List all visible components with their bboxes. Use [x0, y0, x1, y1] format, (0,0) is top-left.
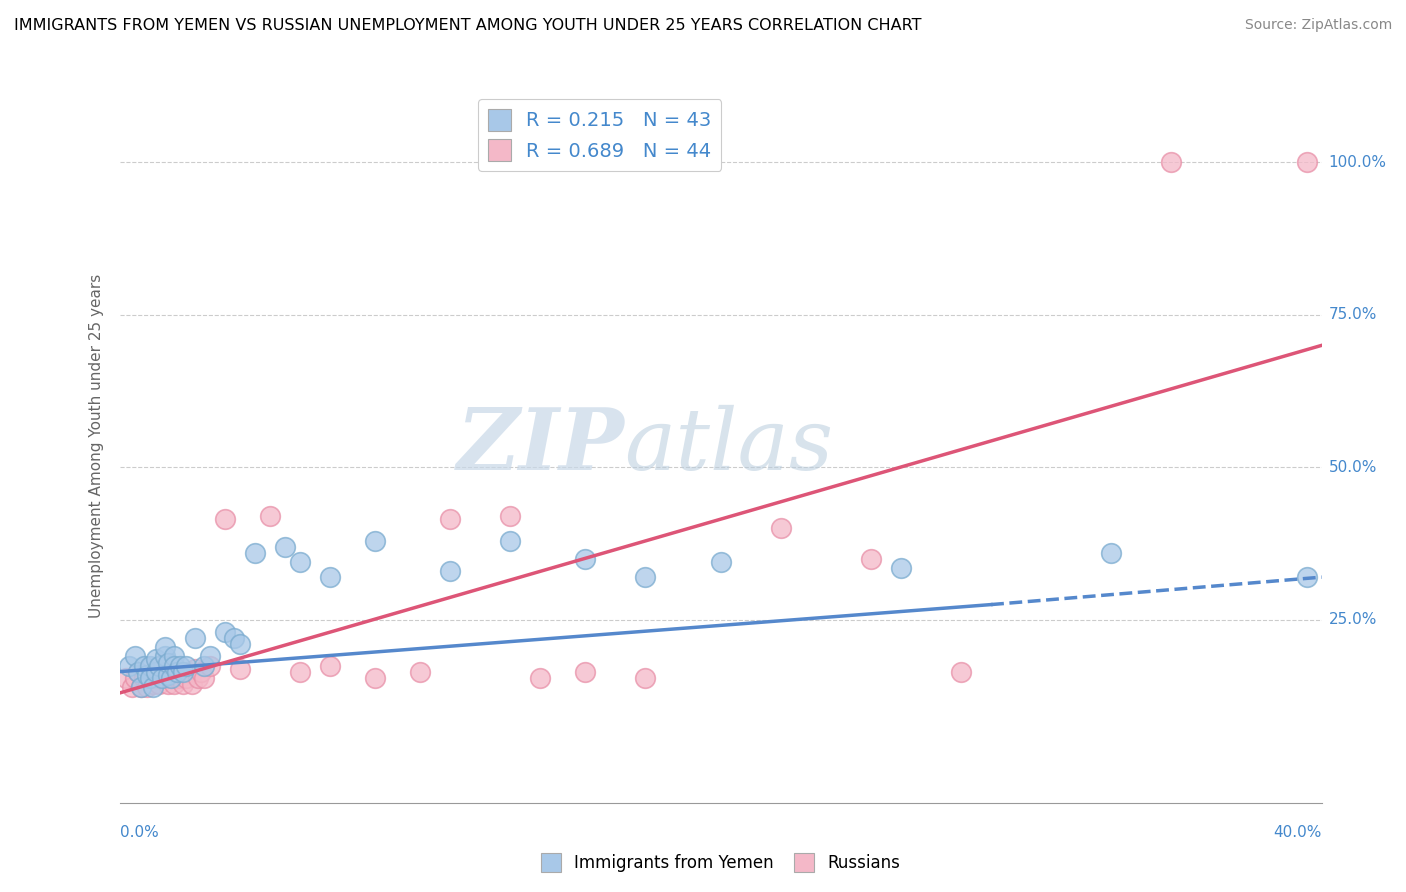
Point: [259, 509, 281, 524]
Point: [166, 665, 188, 679]
Point: [135, 667, 157, 681]
Point: [174, 671, 197, 685]
Point: [162, 677, 184, 691]
Point: [124, 671, 146, 685]
Point: [162, 649, 184, 664]
Point: [153, 665, 176, 679]
Text: 75.0%: 75.0%: [1329, 308, 1376, 322]
Point: [364, 671, 387, 685]
Point: [169, 671, 191, 685]
Point: [198, 658, 221, 673]
Point: [183, 662, 205, 676]
Point: [156, 667, 179, 681]
Point: [529, 671, 551, 685]
Point: [117, 658, 139, 673]
Point: [166, 671, 188, 685]
Point: [198, 649, 221, 664]
Point: [129, 680, 152, 694]
Point: [172, 677, 194, 691]
Point: [132, 658, 155, 673]
Point: [193, 658, 215, 673]
Point: [127, 665, 149, 679]
Point: [174, 658, 197, 673]
Point: [145, 652, 167, 666]
Point: [180, 677, 202, 691]
Point: [288, 665, 311, 679]
Point: [409, 665, 432, 679]
Point: [1099, 546, 1122, 560]
Point: [148, 677, 170, 691]
Point: [148, 658, 170, 673]
Point: [193, 671, 215, 685]
Point: [709, 555, 731, 569]
Text: 50.0%: 50.0%: [1329, 460, 1376, 475]
Point: [187, 671, 209, 685]
Point: [145, 671, 167, 685]
Point: [150, 671, 173, 685]
Point: [153, 640, 176, 655]
Point: [288, 555, 311, 569]
Point: [222, 631, 245, 645]
Y-axis label: Unemployment Among Youth under 25 years: Unemployment Among Youth under 25 years: [89, 274, 104, 618]
Point: [183, 631, 205, 645]
Point: [769, 521, 792, 535]
Point: [138, 671, 160, 685]
Point: [142, 680, 165, 694]
Point: [634, 570, 657, 584]
Point: [439, 512, 461, 526]
Point: [177, 665, 200, 679]
Text: Source: ZipAtlas.com: Source: ZipAtlas.com: [1244, 18, 1392, 32]
Point: [162, 658, 184, 673]
Point: [156, 656, 179, 670]
Point: [1295, 570, 1317, 584]
Point: [135, 680, 157, 694]
Point: [319, 658, 342, 673]
Point: [574, 665, 596, 679]
Point: [190, 665, 212, 679]
Point: [159, 671, 181, 685]
Point: [499, 509, 522, 524]
Text: 0.0%: 0.0%: [120, 825, 159, 840]
Point: [950, 665, 973, 679]
Point: [114, 671, 136, 685]
Point: [364, 533, 387, 548]
Text: ZIP: ZIP: [457, 404, 624, 488]
Point: [1295, 155, 1317, 169]
Point: [172, 665, 194, 679]
Point: [228, 662, 252, 676]
Text: 100.0%: 100.0%: [1329, 155, 1386, 169]
Point: [319, 570, 342, 584]
Point: [439, 564, 461, 578]
Point: [890, 561, 912, 575]
Point: [153, 649, 176, 664]
Point: [150, 671, 173, 685]
Point: [859, 551, 882, 566]
Point: [499, 533, 522, 548]
Text: 25.0%: 25.0%: [1329, 612, 1376, 627]
Point: [243, 546, 266, 560]
Point: [145, 665, 167, 679]
Point: [574, 551, 596, 566]
Point: [121, 680, 143, 694]
Text: 40.0%: 40.0%: [1274, 825, 1322, 840]
Point: [129, 680, 152, 694]
Point: [142, 677, 165, 691]
Point: [169, 658, 191, 673]
Point: [132, 671, 155, 685]
Legend: Immigrants from Yemen, Russians: Immigrants from Yemen, Russians: [533, 844, 908, 880]
Text: atlas: atlas: [624, 405, 834, 487]
Point: [634, 671, 657, 685]
Point: [159, 671, 181, 685]
Point: [124, 649, 146, 664]
Text: IMMIGRANTS FROM YEMEN VS RUSSIAN UNEMPLOYMENT AMONG YOUTH UNDER 25 YEARS CORRELA: IMMIGRANTS FROM YEMEN VS RUSSIAN UNEMPLO…: [14, 18, 921, 33]
Point: [138, 671, 160, 685]
Point: [228, 637, 252, 651]
Point: [1160, 155, 1182, 169]
Point: [127, 665, 149, 679]
Point: [214, 512, 236, 526]
Point: [156, 677, 179, 691]
Point: [214, 625, 236, 640]
Point: [274, 540, 297, 554]
Point: [138, 658, 160, 673]
